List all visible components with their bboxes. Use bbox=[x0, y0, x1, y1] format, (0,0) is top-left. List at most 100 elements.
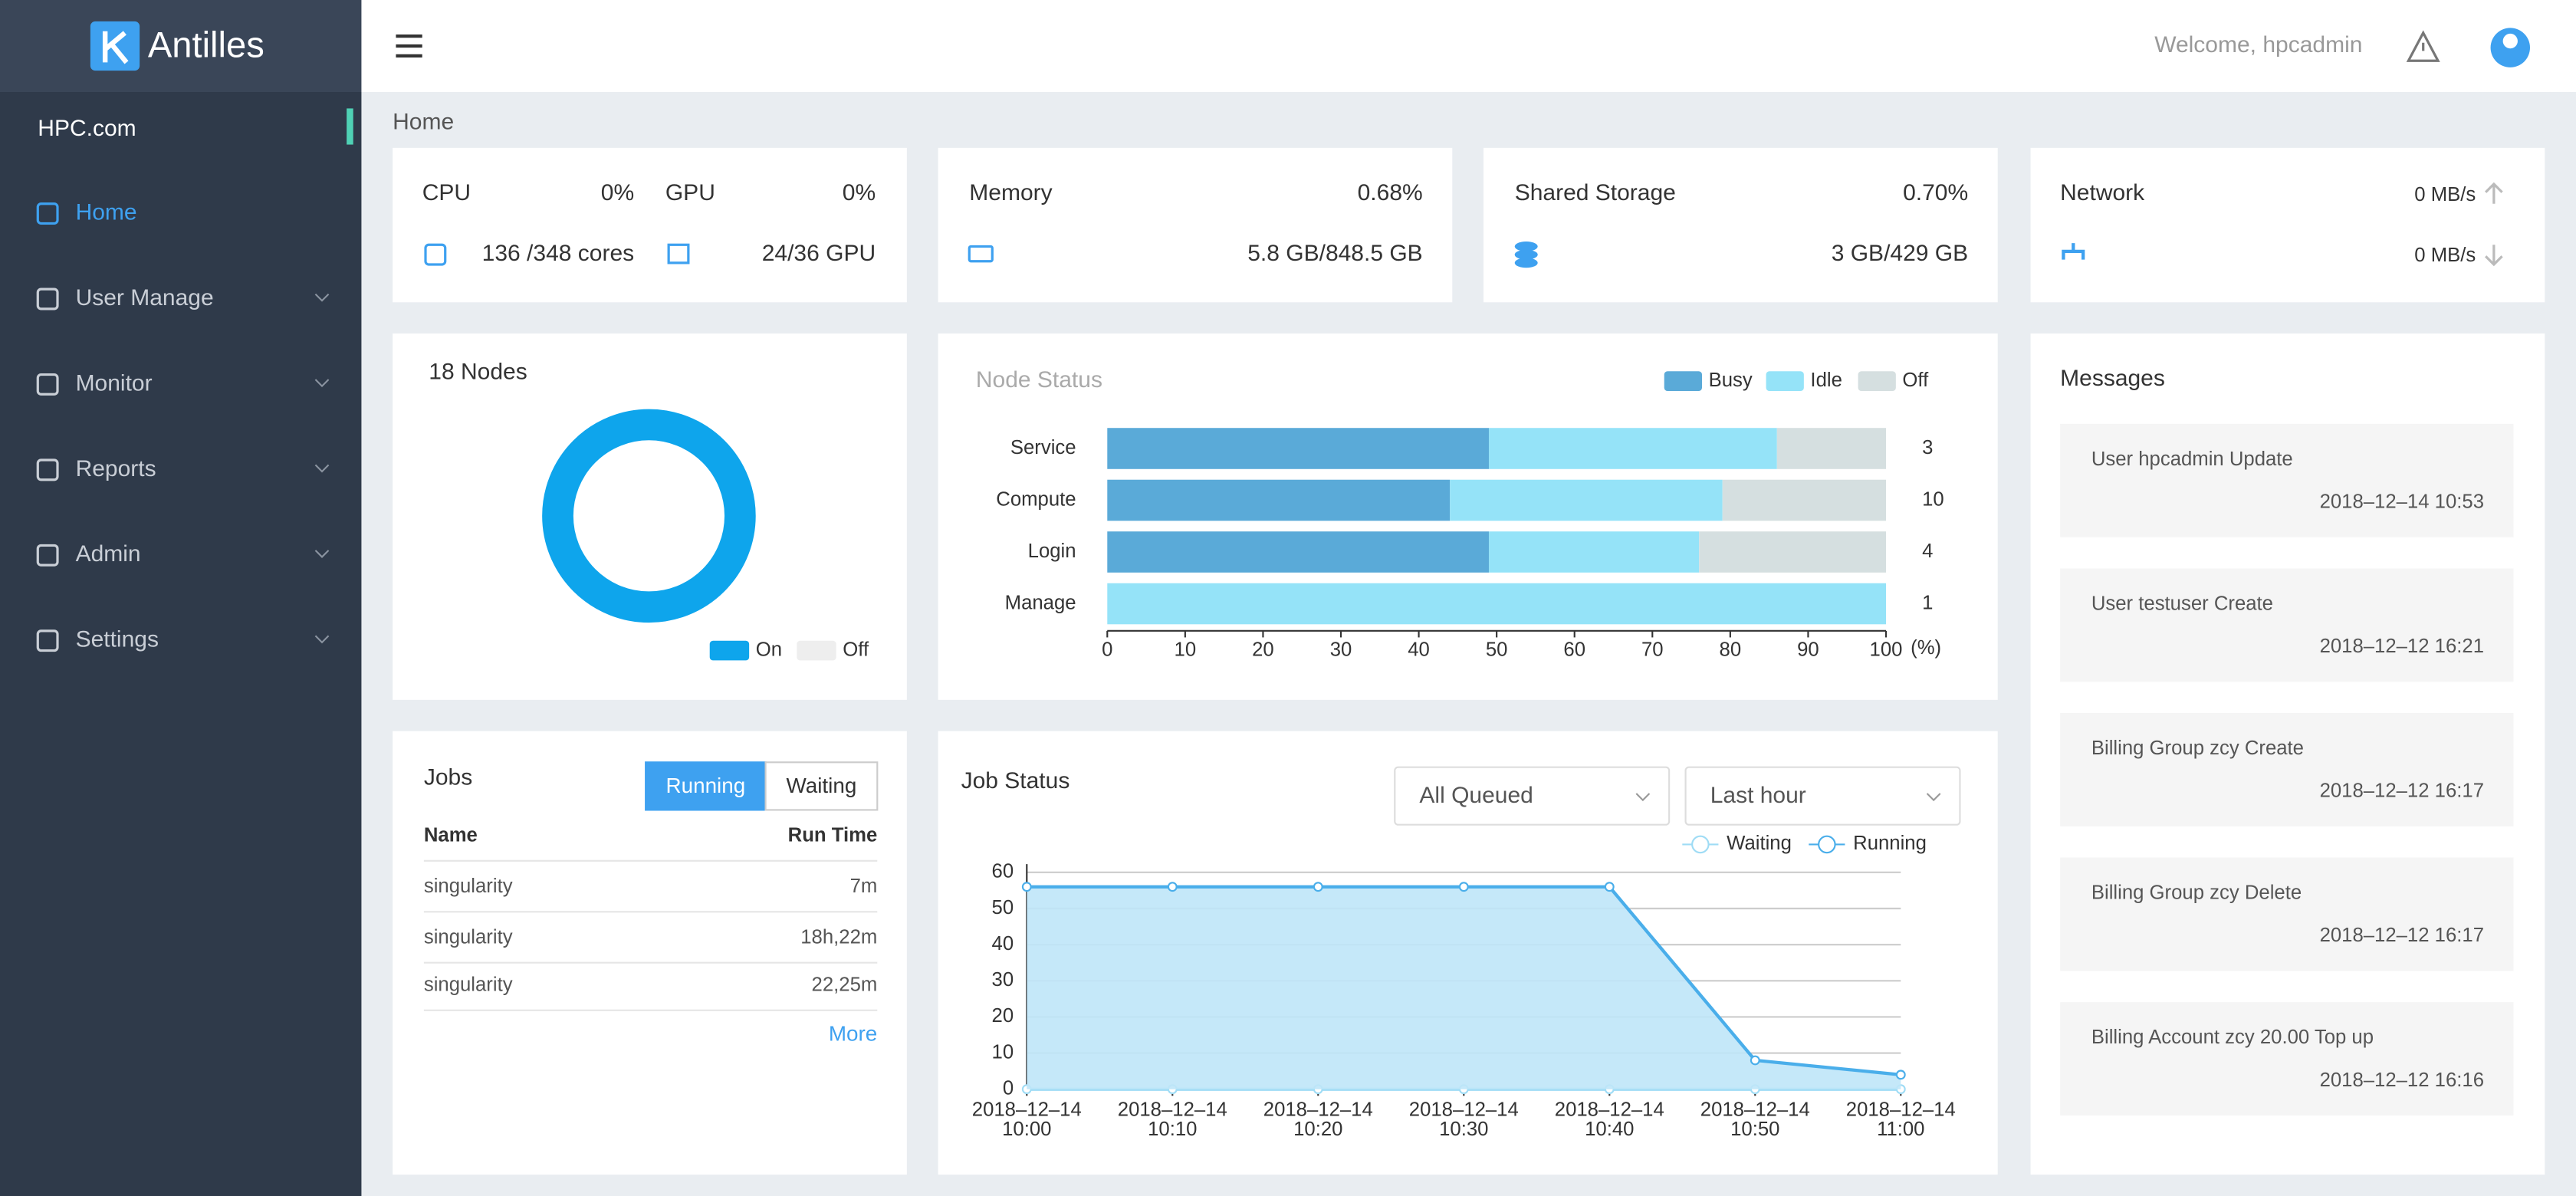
x-tick-label: 50 bbox=[1486, 639, 1508, 660]
x-tick-label: 10:50 bbox=[1730, 1119, 1779, 1140]
message-time: 2018–12–12 16:21 bbox=[2320, 636, 2484, 657]
x-tick-label: 100 bbox=[1870, 639, 1903, 660]
gpu-label: GPU bbox=[665, 180, 715, 205]
menu-toggle[interactable] bbox=[396, 34, 422, 58]
card bbox=[393, 334, 907, 700]
chevron bbox=[1926, 793, 1941, 802]
message[interactable] bbox=[2060, 423, 2514, 537]
message[interactable] bbox=[2060, 857, 2514, 971]
menu-item[interactable]: Home bbox=[76, 199, 137, 225]
storage-percent: 0.70% bbox=[1903, 180, 1968, 205]
tab-label[interactable]: Waiting bbox=[787, 774, 857, 797]
menu-icon bbox=[36, 629, 59, 652]
card-title: Jobs bbox=[424, 765, 472, 790]
x-tick-label: 2018–12–14 bbox=[1555, 1099, 1664, 1120]
memory-percent: 0.68% bbox=[1358, 180, 1423, 205]
storage-label: Shared Storage bbox=[1515, 180, 1676, 205]
legend-swatch bbox=[1664, 371, 1702, 391]
message-text: Billing Group zcy Delete bbox=[2091, 882, 2302, 904]
card bbox=[1484, 147, 1998, 303]
card bbox=[2030, 147, 2545, 303]
dropdown[interactable] bbox=[1394, 766, 1671, 826]
menu-item[interactable]: Reports bbox=[76, 456, 156, 481]
alert-icon[interactable] bbox=[2406, 30, 2440, 62]
network-download: 0 MB/s bbox=[2414, 245, 2476, 266]
menu-icon bbox=[36, 288, 59, 310]
y-tick-label: Service bbox=[1010, 437, 1076, 458]
memory-icon bbox=[968, 245, 994, 263]
message-text: User testuser Create bbox=[2091, 593, 2273, 614]
tab[interactable] bbox=[645, 761, 767, 811]
x-tick-label: 60 bbox=[1563, 639, 1585, 660]
legend-label: Idle bbox=[1810, 370, 1842, 391]
bar-total: 4 bbox=[1922, 540, 1933, 562]
memory-label: Memory bbox=[969, 180, 1052, 205]
menu-item[interactable]: Settings bbox=[76, 627, 159, 652]
cpu-percent: 0% bbox=[601, 180, 634, 205]
menu-icon bbox=[36, 373, 59, 396]
x-axis-label: (%) bbox=[1911, 637, 1941, 659]
sidebar bbox=[0, 0, 362, 1196]
x-tick-label: 10:40 bbox=[1585, 1119, 1634, 1140]
message-time: 2018–12–12 16:17 bbox=[2320, 780, 2484, 802]
chevron bbox=[314, 293, 330, 302]
bar bbox=[1776, 428, 1886, 469]
welcome: Welcome, hpcadmin bbox=[2154, 32, 2362, 58]
point bbox=[1167, 882, 1178, 892]
network-label: Network bbox=[2060, 180, 2145, 205]
message-time: 2018–12–12 16:17 bbox=[2320, 925, 2484, 946]
bar bbox=[1107, 428, 1489, 469]
x-tick-label: 70 bbox=[1641, 639, 1664, 660]
dropdown-label: All Queued bbox=[1419, 783, 1533, 808]
menu-icon bbox=[36, 202, 59, 225]
cpu-icon bbox=[424, 243, 447, 266]
x-tick-label: 2018–12–14 bbox=[1118, 1099, 1227, 1120]
more-link[interactable]: More bbox=[829, 1021, 877, 1045]
x-tick-label: 30 bbox=[1330, 639, 1352, 660]
avatar-head bbox=[2502, 33, 2518, 49]
message[interactable] bbox=[2060, 713, 2514, 826]
message-text: User hpcadmin Update bbox=[2091, 449, 2293, 470]
cluster-name: HPC.com bbox=[38, 116, 136, 141]
card bbox=[938, 147, 1453, 303]
memory-usage: 5.8 GB/848.5 GB bbox=[1247, 241, 1422, 266]
y-tick-label: Login bbox=[1028, 540, 1076, 562]
pie-slice bbox=[542, 409, 756, 623]
tab[interactable] bbox=[764, 761, 879, 811]
chart-title: Job Status bbox=[961, 768, 1070, 794]
y-tick-label: 40 bbox=[992, 933, 1014, 955]
message-time: 2018–12–14 10:53 bbox=[2320, 491, 2484, 513]
dropdown-label: Last hour bbox=[1710, 783, 1806, 808]
x-tick-label: 11:00 bbox=[1877, 1119, 1924, 1140]
message[interactable] bbox=[2060, 1002, 2514, 1116]
bar bbox=[1107, 479, 1451, 521]
x-tick-label: 10:30 bbox=[1439, 1119, 1488, 1140]
storage-icon bbox=[1514, 242, 1538, 268]
x-tick-label: 80 bbox=[1720, 639, 1742, 660]
chevron bbox=[314, 464, 330, 473]
menu-item[interactable]: User Manage bbox=[76, 285, 214, 310]
tab-label[interactable]: Running bbox=[665, 774, 745, 797]
x-tick-label: 10:20 bbox=[1293, 1119, 1342, 1140]
card-title: Messages bbox=[2060, 366, 2165, 391]
bar-total: 10 bbox=[1922, 488, 1944, 510]
message-time: 2018–12–12 16:16 bbox=[2320, 1070, 2484, 1091]
dropdown[interactable] bbox=[1684, 766, 1961, 826]
column-header: Run Time bbox=[788, 825, 878, 846]
brand: Antilles bbox=[148, 25, 264, 65]
point bbox=[1895, 1070, 1906, 1080]
area bbox=[1027, 886, 1901, 1089]
menu-item[interactable]: Monitor bbox=[76, 370, 153, 396]
cluster-marker bbox=[347, 108, 353, 145]
y-tick-label: Manage bbox=[1005, 592, 1076, 613]
message[interactable] bbox=[2060, 568, 2514, 682]
y-tick-label: 50 bbox=[992, 897, 1014, 918]
cell: singularity bbox=[424, 974, 513, 996]
legend-label: Busy bbox=[1709, 370, 1753, 391]
menu-item[interactable]: Admin bbox=[76, 541, 141, 567]
y-tick-label: 60 bbox=[992, 861, 1014, 882]
network-upload: 0 MB/s bbox=[2414, 184, 2476, 205]
bar-total: 3 bbox=[1922, 437, 1933, 458]
point bbox=[1604, 882, 1615, 892]
